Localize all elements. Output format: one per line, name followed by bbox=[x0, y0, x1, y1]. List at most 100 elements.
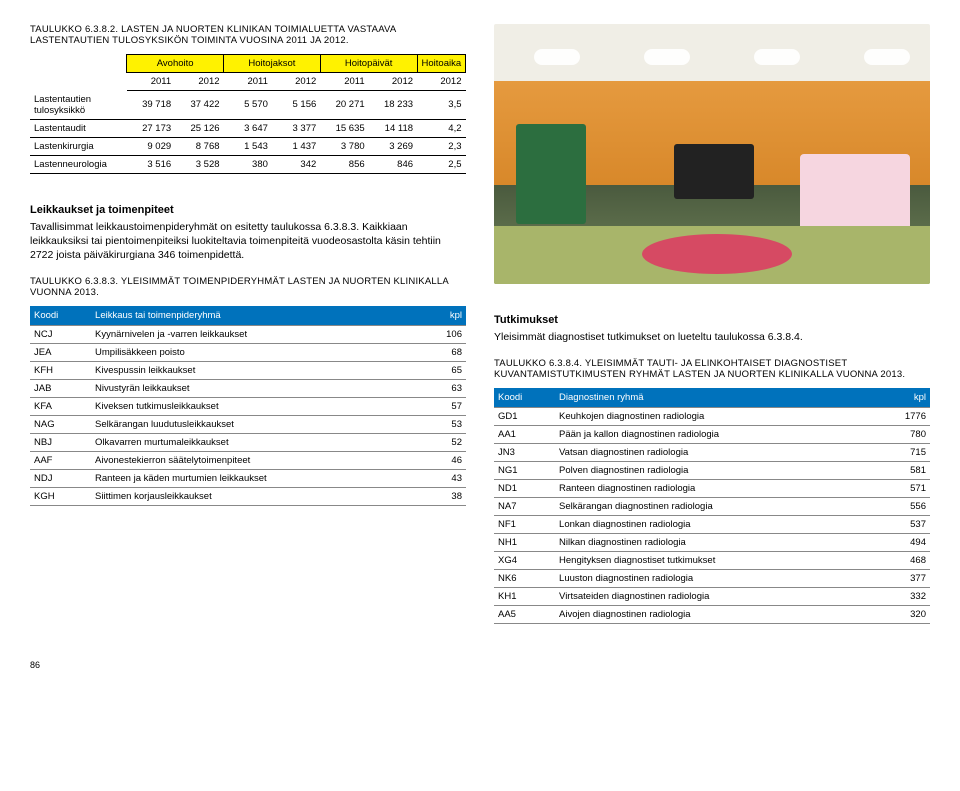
cell: Aivonestekierron säätelytoimenpiteet bbox=[91, 452, 396, 470]
cell: 856 bbox=[320, 155, 368, 173]
cell: 37 422 bbox=[175, 91, 223, 120]
cell: 53 bbox=[396, 416, 466, 434]
cell: NDJ bbox=[30, 470, 91, 488]
table2-header-row: Koodi Leikkaus tai toimenpideryhmä kpl bbox=[30, 306, 466, 326]
table-row: ND1Ranteen diagnostinen radiologia571 bbox=[494, 480, 930, 498]
cell: KFA bbox=[30, 398, 91, 416]
cell: 57 bbox=[396, 398, 466, 416]
cell: NBJ bbox=[30, 434, 91, 452]
cell: Nivustyrän leikkaukset bbox=[91, 380, 396, 398]
table-row: KGHSiittimen korjausleikkaukset38 bbox=[30, 488, 466, 506]
cell: ND1 bbox=[494, 480, 555, 498]
cell: Luuston diagnostinen radiologia bbox=[555, 570, 860, 588]
row-label: Lastenkirurgia bbox=[30, 137, 127, 155]
table-row: AA5Aivojen diagnostinen radiologia320 bbox=[494, 606, 930, 624]
table-row: Lastentautien tulosyksikkö39 71837 422 5 … bbox=[30, 91, 466, 120]
table-row: KFAKiveksen tutkimusleikkaukset57 bbox=[30, 398, 466, 416]
table2-h0: Koodi bbox=[30, 306, 91, 326]
cell: 780 bbox=[860, 426, 930, 444]
cell: 571 bbox=[860, 480, 930, 498]
cell: Umpilisäkkeen poisto bbox=[91, 344, 396, 362]
table-row: AAFAivonestekierron säätelytoimenpiteet4… bbox=[30, 452, 466, 470]
table3: Koodi Diagnostinen ryhmä kpl GD1Keuhkoje… bbox=[494, 388, 930, 624]
cell: 3 647 bbox=[224, 119, 272, 137]
table-row: Lastentaudit27 17325 1263 6473 37715 635… bbox=[30, 119, 466, 137]
row-label: Lastentautien tulosyksikkö bbox=[30, 91, 127, 120]
table-row: Lastenneurologia3 5163 5283803428568462,… bbox=[30, 155, 466, 173]
section-head-right: Tutkimukset bbox=[494, 314, 930, 326]
table1-title: TAULUKKO 6.3.8.2. LASTEN JA NUORTEN KLIN… bbox=[30, 24, 466, 46]
cell: 3 516 bbox=[127, 155, 175, 173]
cell: AAF bbox=[30, 452, 91, 470]
cell: 468 bbox=[860, 552, 930, 570]
cell: NK6 bbox=[494, 570, 555, 588]
cell: 846 bbox=[369, 155, 417, 173]
cell: Olkavarren murtumaleikkaukset bbox=[91, 434, 396, 452]
cell: JAB bbox=[30, 380, 91, 398]
table-row: JEAUmpilisäkkeen poisto68 bbox=[30, 344, 466, 362]
cell: 3 780 bbox=[320, 137, 368, 155]
cell: AA5 bbox=[494, 606, 555, 624]
cell: 43 bbox=[396, 470, 466, 488]
cell: 46 bbox=[396, 452, 466, 470]
cell: 106 bbox=[396, 326, 466, 344]
table-row: XG4Hengityksen diagnostiset tutkimukset4… bbox=[494, 552, 930, 570]
cell: Keuhkojen diagnostinen radiologia bbox=[555, 408, 860, 426]
cell: 320 bbox=[860, 606, 930, 624]
cell: 377 bbox=[860, 570, 930, 588]
cell: 52 bbox=[396, 434, 466, 452]
cell: 537 bbox=[860, 516, 930, 534]
cell: GD1 bbox=[494, 408, 555, 426]
cell: 715 bbox=[860, 444, 930, 462]
table2-h1: Leikkaus tai toimenpideryhmä bbox=[91, 306, 396, 326]
table1-year-4: 2011 bbox=[320, 73, 368, 91]
cell: 8 768 bbox=[175, 137, 223, 155]
table-row: AA1Pään ja kallon diagnostinen radiologi… bbox=[494, 426, 930, 444]
table2-h2: kpl bbox=[396, 306, 466, 326]
table1-group-row: Avohoito Hoitojaksot Hoitopäivät Hoitoai… bbox=[30, 55, 466, 73]
table-row: JN3Vatsan diagnostinen radiologia715 bbox=[494, 444, 930, 462]
cell: 2,3 bbox=[417, 137, 465, 155]
table-row: NH1Nilkan diagnostinen radiologia494 bbox=[494, 534, 930, 552]
cell: Ranteen diagnostinen radiologia bbox=[555, 480, 860, 498]
cell: Polven diagnostinen radiologia bbox=[555, 462, 860, 480]
table2-title: TAULUKKO 6.3.8.3. YLEISIMMÄT TOIMENPIDER… bbox=[30, 276, 466, 298]
cell: 1 543 bbox=[224, 137, 272, 155]
body-text-right: Yleisimmät diagnostiset tutkimukset on l… bbox=[494, 330, 930, 344]
cell: NF1 bbox=[494, 516, 555, 534]
cell: 4,2 bbox=[417, 119, 465, 137]
table3-title: TAULUKKO 6.3.8.4. YLEISIMMÄT TAUTI- JA E… bbox=[494, 358, 930, 380]
cell: 342 bbox=[272, 155, 320, 173]
cell: 5 156 bbox=[272, 91, 320, 120]
cell: 15 635 bbox=[320, 119, 368, 137]
table-row: NA7Selkärangan diagnostinen radiologia55… bbox=[494, 498, 930, 516]
cell: NA7 bbox=[494, 498, 555, 516]
table-row: NDJRanteen ja käden murtumien leikkaukse… bbox=[30, 470, 466, 488]
table1-year-1: 2012 bbox=[175, 73, 223, 91]
cell: Siittimen korjausleikkaukset bbox=[91, 488, 396, 506]
table-row: KH1Virtsateiden diagnostinen radiologia3… bbox=[494, 588, 930, 606]
table1-group-2: Hoitopäivät bbox=[320, 55, 417, 73]
row-label: Lastentaudit bbox=[30, 119, 127, 137]
cell: 3 377 bbox=[272, 119, 320, 137]
table-row: NK6Luuston diagnostinen radiologia377 bbox=[494, 570, 930, 588]
table-row: KFHKivespussin leikkaukset65 bbox=[30, 362, 466, 380]
table-row: NF1Lonkan diagnostinen radiologia537 bbox=[494, 516, 930, 534]
cell: 65 bbox=[396, 362, 466, 380]
table-row: NCJKyynärnivelen ja -varren leikkaukset1… bbox=[30, 326, 466, 344]
cell: NG1 bbox=[494, 462, 555, 480]
table1-year-0: 2011 bbox=[127, 73, 175, 91]
cell: Kivespussin leikkaukset bbox=[91, 362, 396, 380]
cell: 3 269 bbox=[369, 137, 417, 155]
cell: 581 bbox=[860, 462, 930, 480]
table1-group-0: Avohoito bbox=[127, 55, 224, 73]
cell: 39 718 bbox=[127, 91, 175, 120]
table1-year-2: 2011 bbox=[224, 73, 272, 91]
cell: 2,5 bbox=[417, 155, 465, 173]
cell: 38 bbox=[396, 488, 466, 506]
table-row: NBJOlkavarren murtumaleikkaukset52 bbox=[30, 434, 466, 452]
cell: Ranteen ja käden murtumien leikkaukset bbox=[91, 470, 396, 488]
cell: XG4 bbox=[494, 552, 555, 570]
cell: Virtsateiden diagnostinen radiologia bbox=[555, 588, 860, 606]
cell: KGH bbox=[30, 488, 91, 506]
